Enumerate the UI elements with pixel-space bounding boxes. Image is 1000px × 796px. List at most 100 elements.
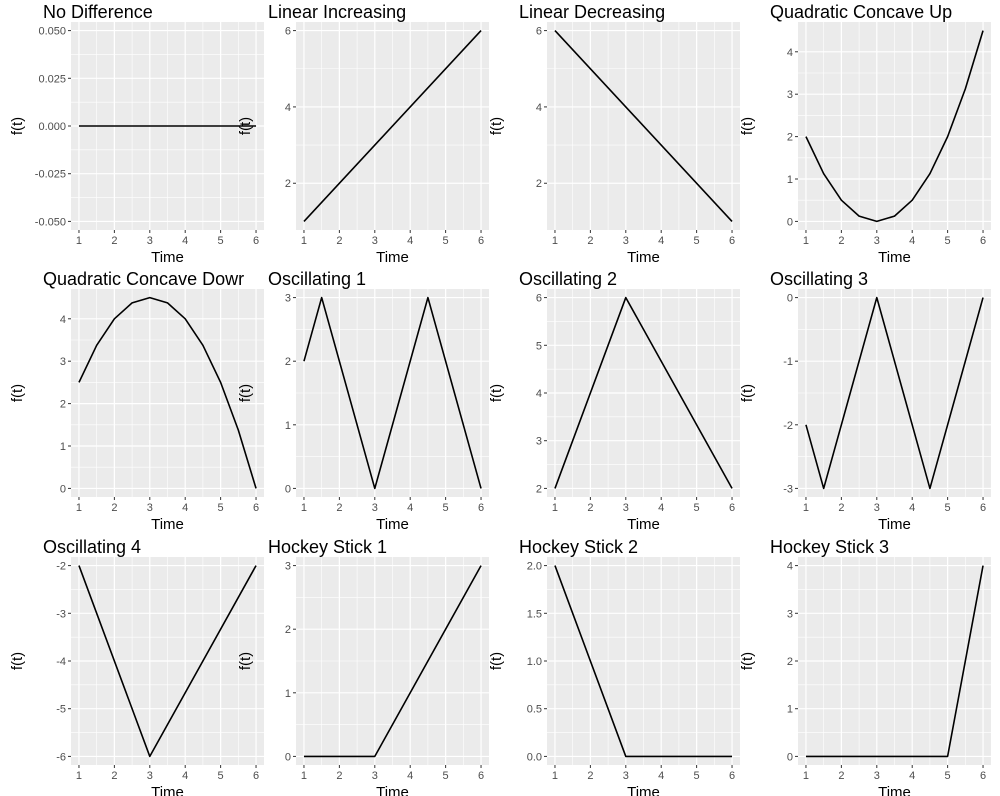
x-tick-label: 5 <box>694 235 700 247</box>
x-tick-label: 3 <box>874 502 880 514</box>
x-tick-label: 5 <box>443 235 449 247</box>
x-tick-label: 2 <box>587 235 593 247</box>
y-tick-label: 1 <box>285 420 291 432</box>
x-tick-label: 1 <box>552 502 558 514</box>
x-tick-label: 6 <box>980 235 986 247</box>
series-line <box>805 30 984 223</box>
x-tick-label: 4 <box>182 235 188 247</box>
x-axis-label: Time <box>878 249 911 266</box>
x-tick-label: 1 <box>301 770 307 782</box>
x-tick-label: 4 <box>182 502 188 514</box>
y-axis-label: f(t) <box>488 652 505 670</box>
y-tick-label: 0.5 <box>527 704 542 716</box>
x-tick-label: 1 <box>76 502 82 514</box>
y-tick-label: 0 <box>787 751 793 763</box>
x-tick-label: 4 <box>407 770 413 782</box>
y-tick-label: 0 <box>787 216 793 228</box>
x-tick-label: 1 <box>803 770 809 782</box>
panel-title: Oscillating 1 <box>268 269 366 289</box>
y-tick-label: 4 <box>60 314 66 326</box>
x-tick-label: 6 <box>980 770 986 782</box>
x-tick-label: 4 <box>658 502 664 514</box>
x-tick-label: 1 <box>301 502 307 514</box>
x-tick-label: 3 <box>147 770 153 782</box>
y-tick-label: 0 <box>60 483 66 495</box>
y-tick-label: 3 <box>536 436 542 448</box>
x-tick-label: 2 <box>111 235 117 247</box>
x-tick-label: 5 <box>443 770 449 782</box>
series-line <box>554 30 733 222</box>
x-tick-label: 4 <box>909 770 915 782</box>
panel-title: No Difference <box>43 2 153 22</box>
y-axis-label: f(t) <box>488 384 505 402</box>
y-axis-label: f(t) <box>488 117 505 135</box>
x-axis-label: Time <box>376 784 409 796</box>
x-tick-label: 6 <box>253 770 259 782</box>
series-line <box>554 565 733 758</box>
y-tick-label: 1.5 <box>527 608 542 620</box>
y-tick-label: 1 <box>787 174 793 186</box>
chart-panel-1: 1 2 3 4 5 6 -0.050 -0.025 0.000 0.025 0.050 No Diff… <box>9 2 264 266</box>
y-tick-label: 1 <box>787 704 793 716</box>
y-tick-label: -3 <box>56 608 66 620</box>
x-tick-label: 5 <box>218 502 224 514</box>
y-axis-label: f(t) <box>9 117 26 135</box>
y-tick-label: 2 <box>787 656 793 668</box>
y-tick-label: -2 <box>783 420 793 432</box>
x-tick-label: 3 <box>147 502 153 514</box>
x-tick-label: 1 <box>301 235 307 247</box>
x-tick-label: 1 <box>803 502 809 514</box>
y-tick-label: 0.000 <box>38 121 66 133</box>
y-tick-label: -4 <box>56 656 66 668</box>
chart-panel-11: 1 2 3 4 5 6 0.0 0.5 1.0 1.5 2.0 Hockey Stick 2 Time f… <box>488 537 740 796</box>
x-axis-label: Time <box>627 516 660 533</box>
x-tick-label: 6 <box>253 235 259 247</box>
x-axis-label: Time <box>151 516 184 533</box>
y-tick-label: 2 <box>285 178 291 190</box>
y-tick-label: 4 <box>787 47 793 59</box>
x-tick-label: 2 <box>111 770 117 782</box>
y-tick-label: 1 <box>60 441 66 453</box>
series-line <box>805 565 984 758</box>
x-tick-label: 6 <box>729 502 735 514</box>
y-tick-label: 2.0 <box>527 561 542 573</box>
y-axis-label: f(t) <box>237 384 254 402</box>
y-tick-label: -0.025 <box>35 169 66 181</box>
panel-title: Linear Increasing <box>268 2 406 22</box>
x-tick-label: 6 <box>253 502 259 514</box>
x-tick-label: 2 <box>838 235 844 247</box>
series-line <box>78 565 257 758</box>
y-tick-label: 2 <box>60 399 66 411</box>
x-tick-label: 2 <box>838 770 844 782</box>
y-tick-label: 3 <box>787 608 793 620</box>
y-tick-label: 4 <box>536 388 542 400</box>
x-tick-label: 3 <box>623 502 629 514</box>
chart-panel-2: 1 2 3 4 5 6 2 4 6 Linear Increasing Time f(t) <box>237 2 489 266</box>
y-tick-label: 0 <box>787 293 793 305</box>
x-tick-label: 3 <box>147 235 153 247</box>
panel-title: Quadratic Concave Dowr <box>43 269 244 289</box>
x-tick-label: 5 <box>218 770 224 782</box>
y-tick-label: 4 <box>787 561 793 573</box>
x-tick-label: 1 <box>552 235 558 247</box>
y-tick-label: 2 <box>536 483 542 495</box>
x-tick-label: 2 <box>838 502 844 514</box>
series-line <box>78 296 257 489</box>
x-tick-label: 6 <box>980 502 986 514</box>
panel-title: Hockey Stick 1 <box>268 537 387 557</box>
x-tick-label: 4 <box>407 235 413 247</box>
x-axis-label: Time <box>878 784 911 796</box>
y-axis-label: f(t) <box>9 384 26 402</box>
y-tick-label: 6 <box>285 26 291 38</box>
y-tick-label: -2 <box>56 561 66 573</box>
x-axis-label: Time <box>376 249 409 266</box>
y-axis-label: f(t) <box>9 652 26 670</box>
x-tick-label: 6 <box>478 502 484 514</box>
chart-panel-8: 1 2 3 4 5 6 -3 -2 -1 0 Oscillating 3 Time f(t) <box>739 269 991 533</box>
y-axis-label: f(t) <box>237 117 254 135</box>
series-line <box>554 296 733 489</box>
x-tick-label: 4 <box>909 502 915 514</box>
